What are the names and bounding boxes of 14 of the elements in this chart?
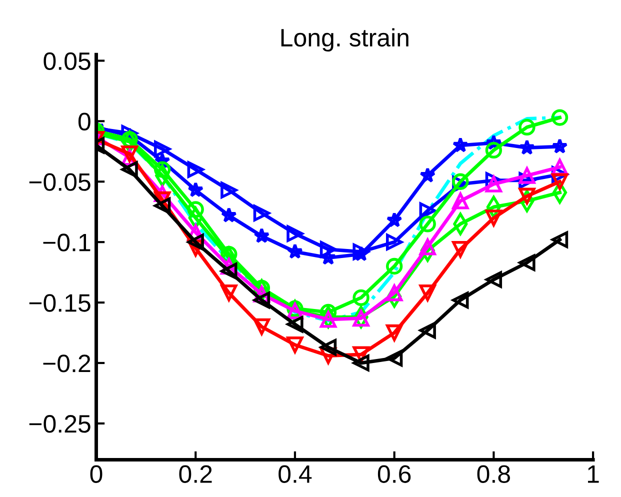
chart-title: Long. strain [281,28,408,52]
y-tick-label: 0 [78,112,90,130]
x-tick-label: 0.4 [278,465,312,483]
x-tick-label: 0.6 [378,465,411,483]
y-tick-label: −0.1 [43,234,90,252]
x-tick-label: 1 [588,466,599,483]
y-tick-label: −0.2 [43,354,90,372]
x-tick-label: 0.8 [477,465,510,483]
y-tick-label: 0.05 [44,52,90,70]
y-tick-label: −0.15 [29,294,90,312]
y-tick-label: −0.05 [29,173,90,191]
x-tick-label: 0.2 [179,465,212,483]
x-tick-label: 0 [90,465,102,483]
y-tick-label: −0.25 [29,415,90,433]
